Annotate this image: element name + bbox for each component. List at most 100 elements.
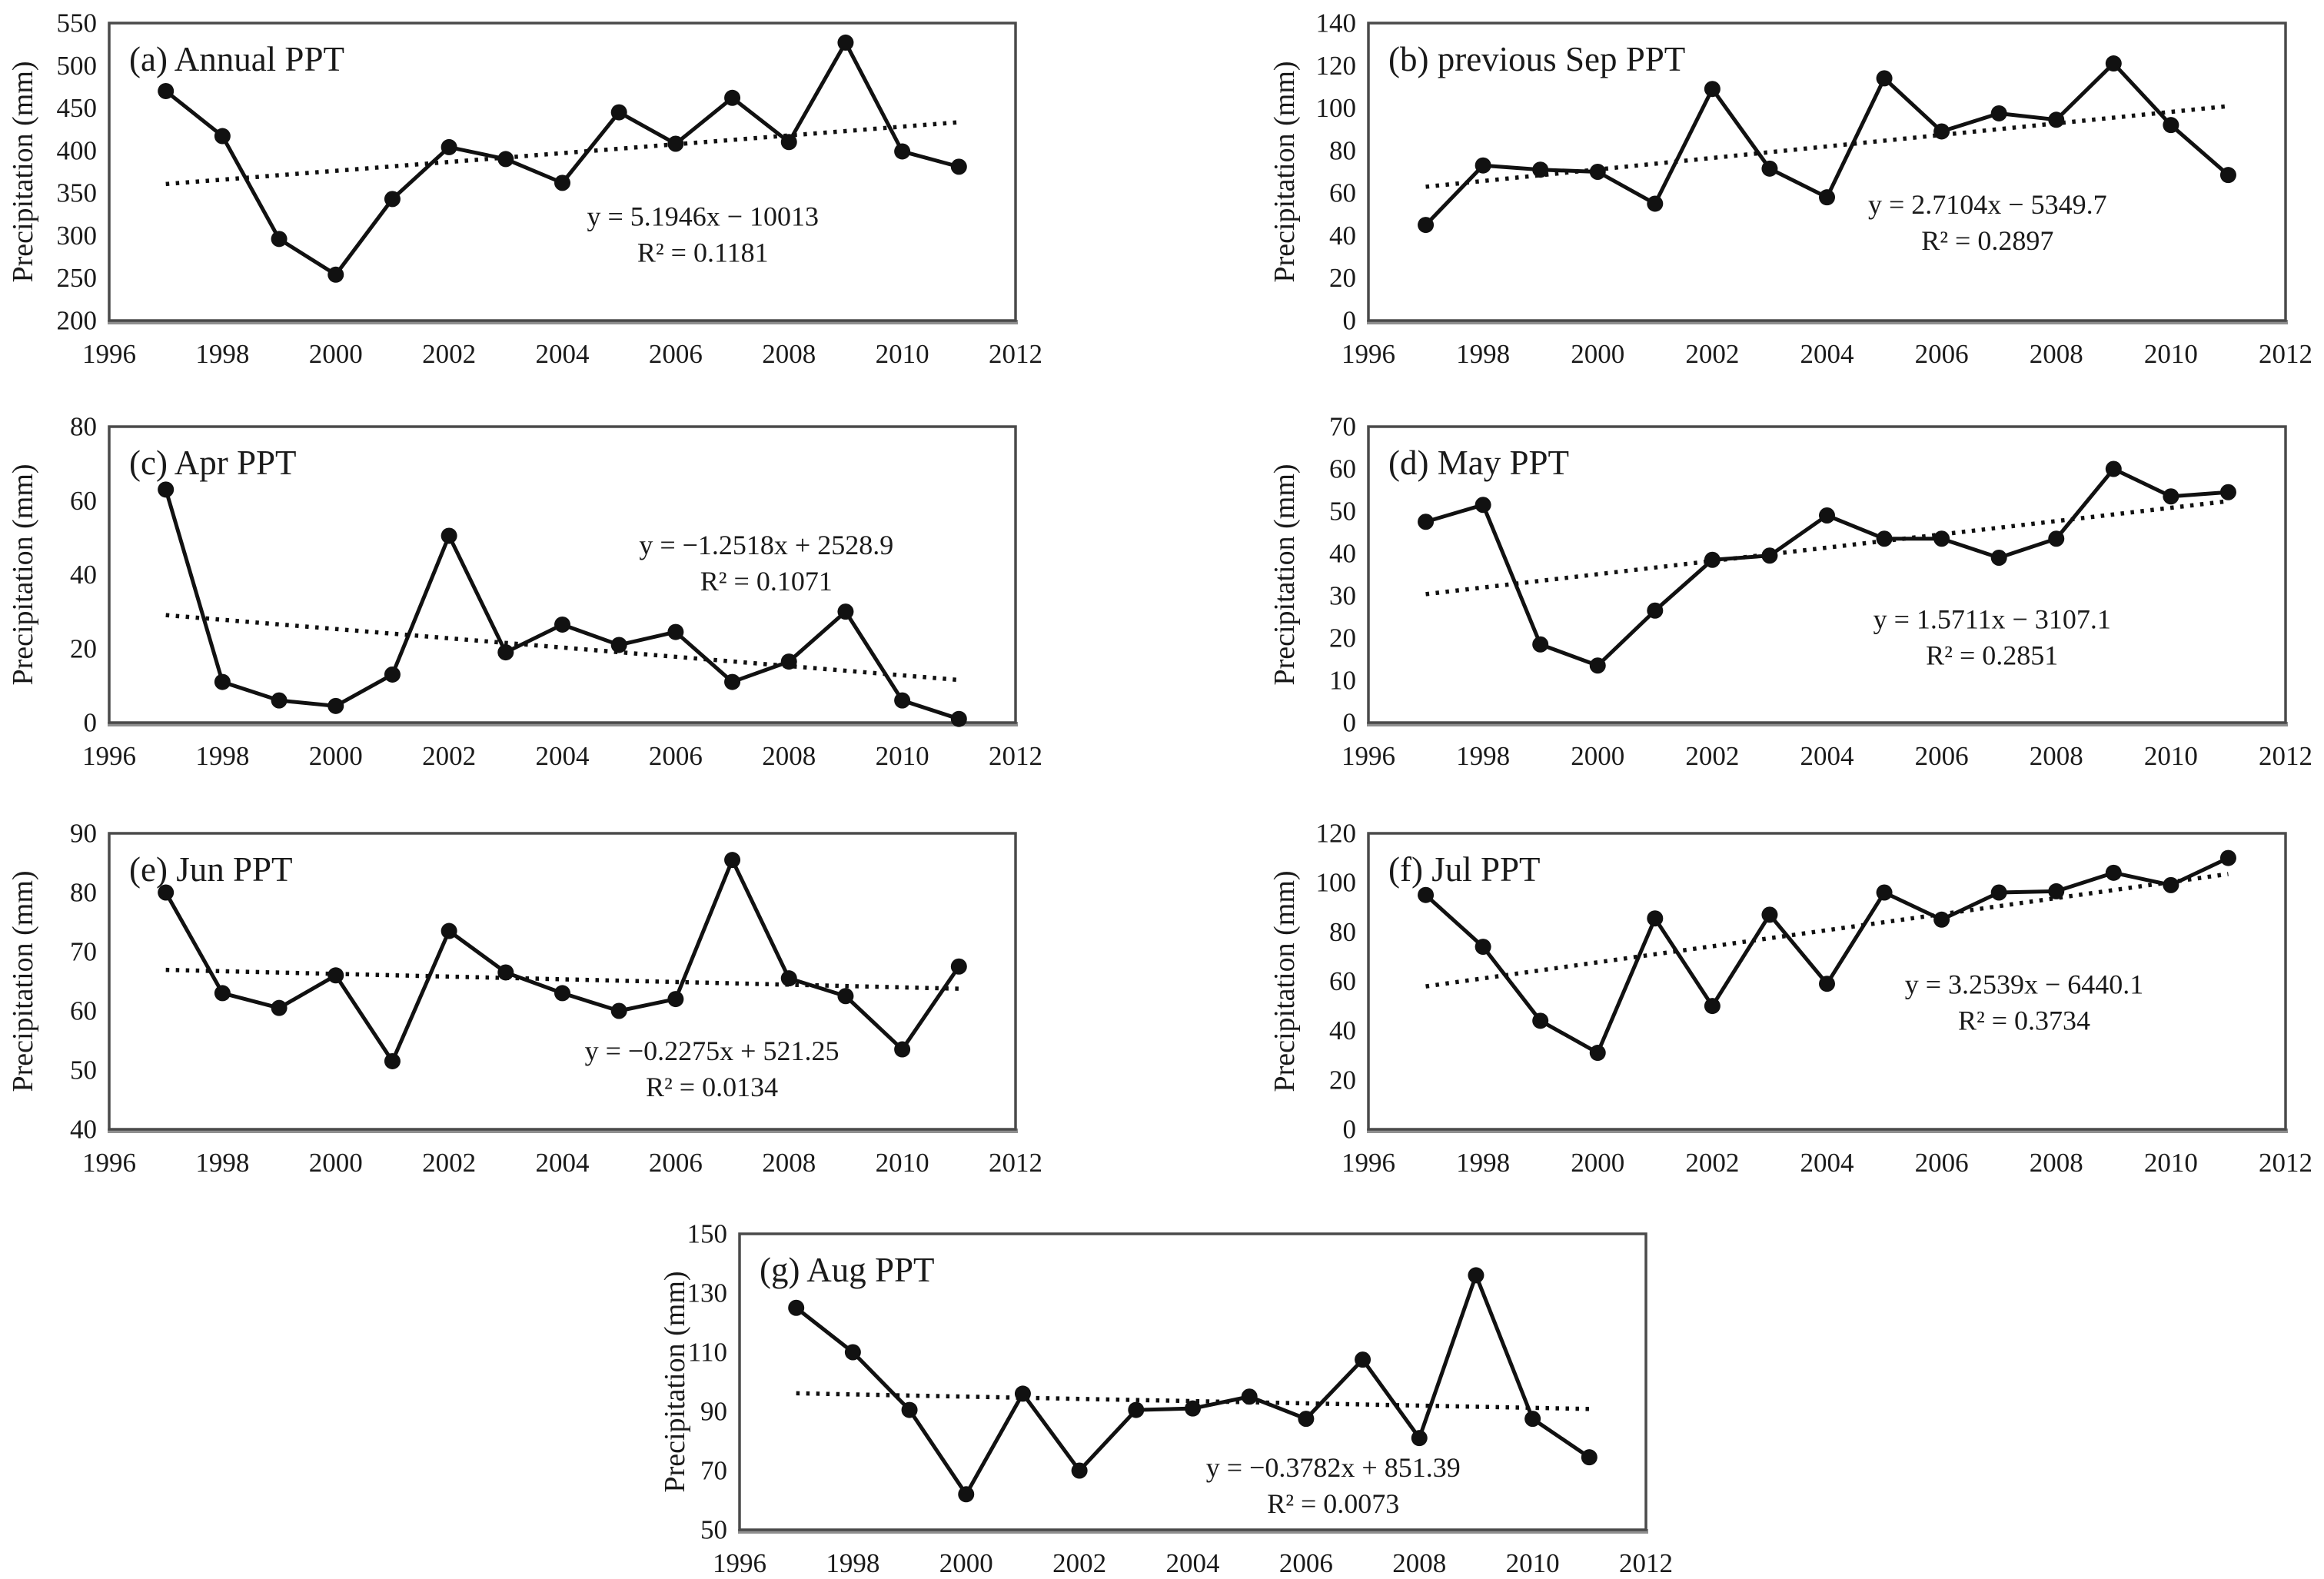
y-axis-title: Precipitation (mm) xyxy=(7,464,39,685)
x-tick-label: 1996 xyxy=(82,1148,136,1178)
data-point xyxy=(2105,460,2122,477)
panel-e: 40 50 60 70 80 90 1996 1998 2000 2002 2004 2006 2008… xyxy=(7,819,1042,1178)
y-tick-label: 250 xyxy=(57,263,98,293)
x-tick-label: 2010 xyxy=(876,339,929,369)
x-tick-label: 2002 xyxy=(422,1148,476,1178)
data-point xyxy=(2219,849,2236,866)
data-point xyxy=(2048,883,2065,899)
data-point xyxy=(837,988,854,1005)
y-axis-title: Precipitation (mm) xyxy=(659,1271,691,1492)
y-tick-label: 30 xyxy=(1329,581,1356,611)
y-tick-label: 20 xyxy=(1329,1065,1356,1095)
data-point xyxy=(724,89,741,106)
data-point xyxy=(1185,1400,1201,1417)
data-point xyxy=(1990,550,2007,566)
x-tick-label: 2004 xyxy=(536,1148,590,1178)
x-tick-label: 1996 xyxy=(82,339,136,369)
data-point xyxy=(1876,530,1893,547)
data-point xyxy=(384,1052,401,1069)
data-point xyxy=(1589,657,1606,674)
equation-label: y = 1.5711x − 3107.1 xyxy=(1873,603,2111,634)
data-point xyxy=(1532,1012,1549,1029)
x-tick-label: 2006 xyxy=(1279,1548,1333,1578)
x-tick-label: 1998 xyxy=(1456,741,1510,771)
y-tick-label: 40 xyxy=(70,1115,97,1145)
data-point xyxy=(497,644,514,661)
equation-label: y = −0.2275x + 521.25 xyxy=(585,1035,839,1066)
x-tick-label: 2008 xyxy=(762,339,816,369)
x-tick-label: 2010 xyxy=(2144,741,2198,771)
r2-label: R² = 0.2897 xyxy=(1921,225,2053,256)
plot-border xyxy=(108,832,1017,1131)
x-tick-label: 2010 xyxy=(876,1148,929,1178)
data-point xyxy=(780,134,797,151)
data-point xyxy=(1418,886,1435,903)
x-tick-label: 2000 xyxy=(309,339,363,369)
trend-line xyxy=(1425,104,2229,189)
data-point xyxy=(950,158,967,175)
y-tick-label: 0 xyxy=(84,708,98,738)
data-point xyxy=(894,1041,911,1058)
x-tick-label: 1998 xyxy=(195,1148,249,1178)
data-point xyxy=(1468,1267,1485,1284)
y-tick-label: 70 xyxy=(1329,412,1356,442)
x-tick-label: 2012 xyxy=(1619,1548,1673,1578)
data-point xyxy=(497,151,514,168)
data-point xyxy=(667,623,684,640)
data-point xyxy=(958,1486,975,1503)
x-tick-label: 2012 xyxy=(989,339,1042,369)
y-tick-label: 0 xyxy=(1343,708,1357,738)
data-point xyxy=(271,999,288,1016)
y-tick-label: 110 xyxy=(688,1338,727,1368)
y-tick-label: 70 xyxy=(70,937,97,967)
data-point xyxy=(1532,161,1549,178)
y-axis-title: Precipitation (mm) xyxy=(1268,61,1301,282)
y-tick-label: 70 xyxy=(700,1456,727,1486)
y-tick-label: 50 xyxy=(1329,497,1356,527)
y-tick-label: 50 xyxy=(700,1515,727,1545)
data-point xyxy=(1475,939,1491,956)
y-tick-label: 80 xyxy=(1329,135,1356,165)
data-point xyxy=(384,191,401,208)
x-tick-label: 1996 xyxy=(1342,741,1395,771)
panel-title: (c) Apr PPT xyxy=(129,444,297,482)
data-point xyxy=(554,616,570,633)
data-point xyxy=(497,964,514,981)
x-tick-label: 2002 xyxy=(1685,741,1739,771)
panel-f: 0 20 40 60 80 100 120 1996 1998 2000 2002 2004 2006 2… xyxy=(1268,819,2312,1178)
y-tick-label: 60 xyxy=(1329,966,1356,996)
plot-border xyxy=(1367,832,2287,1131)
data-point xyxy=(1418,514,1435,530)
data-point xyxy=(1990,884,2007,901)
panel-title: (b) previous Sep PPT xyxy=(1388,40,1685,78)
y-tick-label: 0 xyxy=(1343,306,1357,336)
plot-border xyxy=(1367,22,2287,322)
data-point xyxy=(724,673,741,690)
data-point xyxy=(158,884,175,901)
r2-label: R² = 0.0134 xyxy=(646,1072,778,1102)
x-tick-label: 1998 xyxy=(195,741,249,771)
x-tick-label: 2006 xyxy=(1915,1148,1969,1178)
plot-border xyxy=(1367,425,2287,724)
data-point xyxy=(554,985,570,1002)
plot-border xyxy=(738,1232,1647,1531)
data-point xyxy=(1524,1411,1541,1428)
x-tick-label: 1996 xyxy=(713,1548,766,1578)
data-point xyxy=(2219,167,2236,184)
panel-a: 200 250 300 350 400 450 500 550 1996 1998 2000 2002… xyxy=(7,8,1042,369)
y-tick-label: 60 xyxy=(1329,178,1356,208)
data-point xyxy=(1761,906,1778,923)
data-point xyxy=(384,666,401,683)
y-tick-label: 80 xyxy=(70,878,97,908)
data-point xyxy=(271,692,288,709)
data-point xyxy=(1355,1351,1371,1368)
data-point xyxy=(1418,217,1435,234)
data-point xyxy=(158,82,175,99)
data-point xyxy=(441,922,457,939)
trend-line xyxy=(165,967,959,991)
data-point xyxy=(1647,910,1664,927)
data-point xyxy=(1704,998,1721,1015)
y-tick-label: 80 xyxy=(70,412,97,442)
